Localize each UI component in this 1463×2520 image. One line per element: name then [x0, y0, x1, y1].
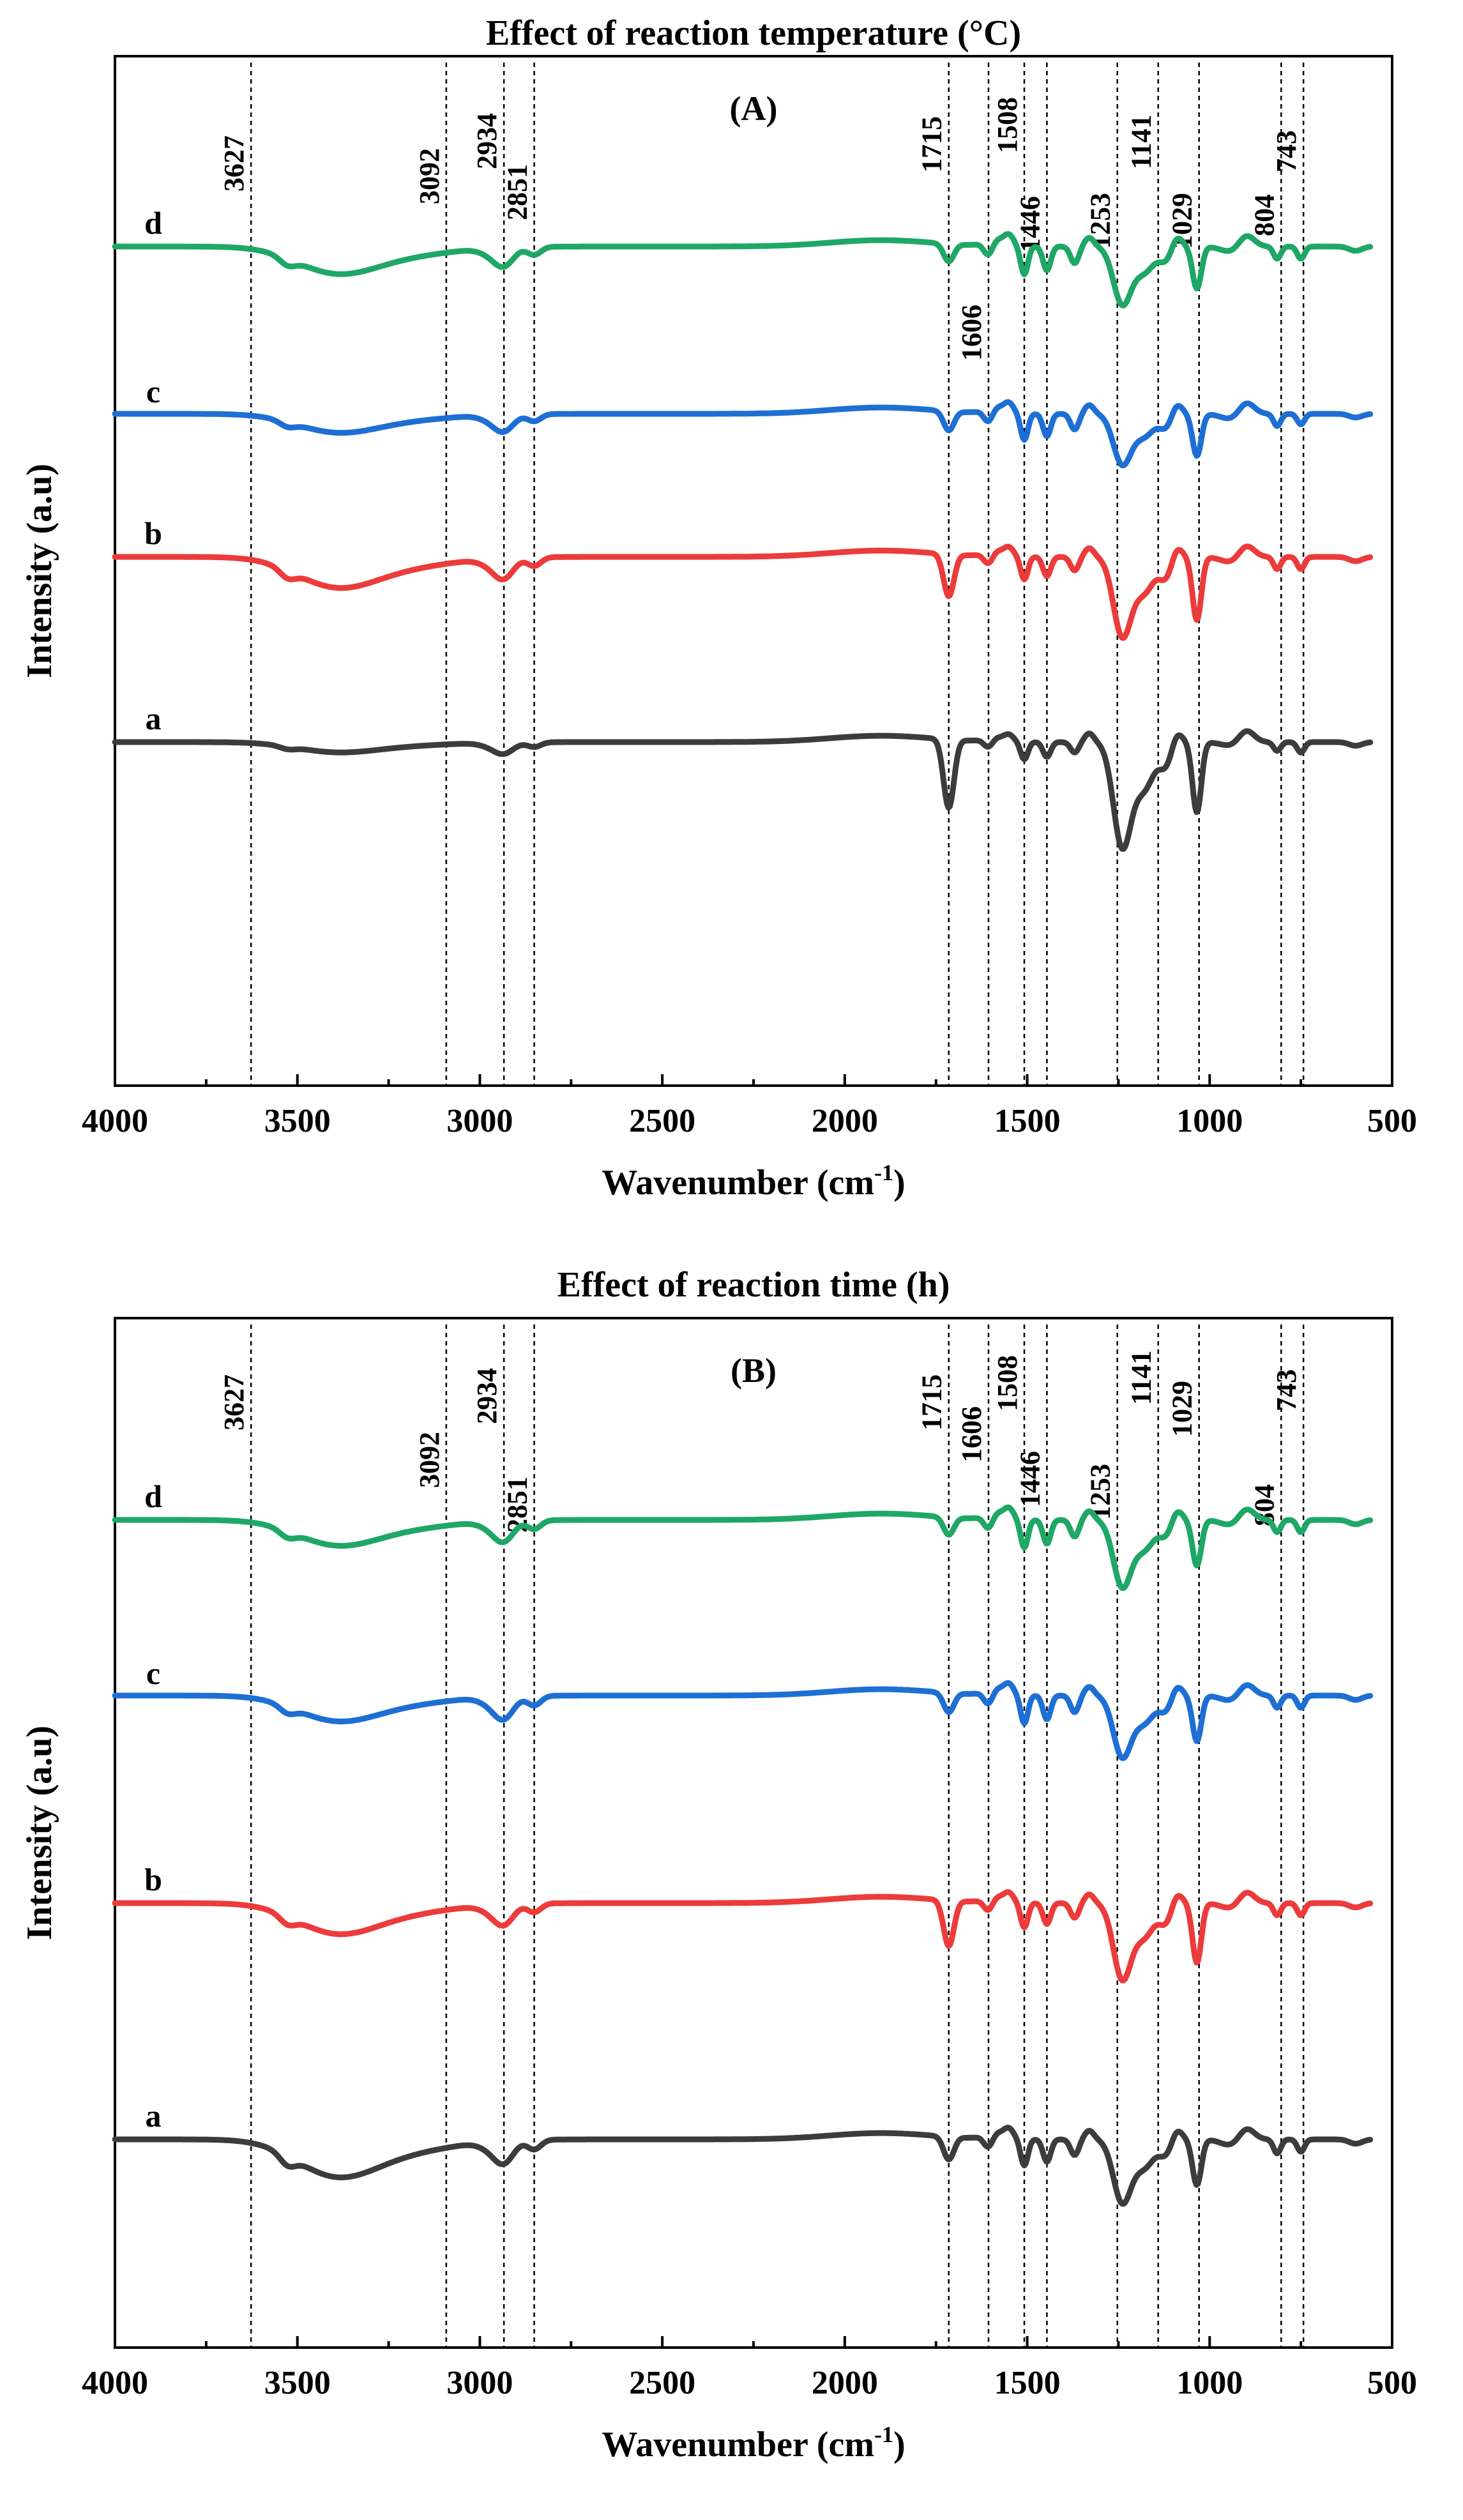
panel-b: Effect of reaction time (h) (B) 4000 3500 30…	[20, 1265, 1417, 2464]
panel-b-peak-label-1715: 1715	[916, 1374, 948, 1431]
panel-b-series-d	[112, 1504, 1374, 1591]
panel-b-peak-label-743: 743	[1271, 1369, 1302, 1411]
panel-b-peak-label-2934: 2934	[471, 1368, 503, 1424]
panel-a-series-a	[112, 728, 1374, 852]
panel-a-label: (A)	[730, 89, 778, 128]
panel-a-x-tick-label: 3000	[446, 1103, 513, 1139]
panel-a-series-label-d: d	[144, 205, 162, 241]
panel-a-series-b	[112, 543, 1374, 641]
panel-a-peak-label-1715: 1715	[916, 116, 948, 172]
panel-b-title: Effect of reaction time (h)	[557, 1265, 950, 1305]
panel-a-peak-label-1446: 1446	[1014, 196, 1045, 252]
panel-a-x-tick-label: 500	[1367, 1103, 1417, 1139]
panel-a-peak-label-804: 804	[1248, 194, 1280, 236]
panel-b-series-label-c: c	[146, 1655, 160, 1691]
panel-b-peak-label-3092: 3092	[414, 1432, 445, 1488]
panel-a-series-c	[112, 399, 1374, 469]
panel-a-series-label-a: a	[146, 701, 162, 736]
panel-a-series-d	[112, 231, 1374, 308]
panel-b-peak-label-1446: 1446	[1014, 1451, 1045, 1507]
panel-b-series-label-a: a	[146, 2098, 162, 2134]
panel-b-label: (B)	[731, 1351, 777, 1390]
panel-b-series-label-b: b	[144, 1862, 162, 1897]
panel-a-x-tick-label: 2000	[812, 1103, 878, 1139]
panel-b-x-tick-label: 1000	[1176, 2365, 1243, 2401]
panel-a-peak-label-3092: 3092	[414, 148, 445, 204]
panel-a-title: Effect of reaction temperature (°C)	[486, 13, 1021, 53]
panel-a-x-axis-title: Wavenumber (cm-1)	[602, 1160, 905, 1203]
panel-a-x-tick-label: 1000	[1176, 1103, 1243, 1139]
panel-b-x-axis-title: Wavenumber (cm-1)	[602, 2422, 905, 2464]
panel-b-x-tick-label: 4000	[82, 2365, 148, 2401]
panel-b-series-label-d: d	[144, 1478, 162, 1514]
panel-b-x-tick-label: 500	[1367, 2365, 1417, 2401]
panel-a-plot-frame	[114, 55, 1393, 1087]
panel-b-series-b	[112, 1889, 1374, 1984]
panel-b-x-tick-label: 3500	[264, 2365, 331, 2401]
panel-b-x-tick-label: 3000	[446, 2365, 513, 2401]
panel-a-peak-label-1141: 1141	[1126, 114, 1157, 169]
panel-b-peak-label-1606: 1606	[956, 1406, 987, 1462]
panel-b-peak-label-2851: 2851	[502, 1476, 533, 1533]
panel-a-peak-label-3627: 3627	[218, 135, 250, 192]
panel-a-series-label-c: c	[146, 374, 160, 409]
panel-a-x-tick-label: 2500	[629, 1103, 695, 1139]
panel-a-y-axis-title: Intensity (a.u)	[20, 464, 59, 678]
panel-b-peak-label-1141: 1141	[1126, 1350, 1157, 1405]
panel-a: Effect of reaction temperature (°C) (A) 40…	[20, 13, 1417, 1203]
panel-a-peak-label-743: 743	[1271, 130, 1302, 172]
panel-a-peak-label-1606: 1606	[956, 305, 987, 361]
panel-b-x-tick-label: 2000	[812, 2365, 878, 2401]
panel-b-y-axis-title: Intensity (a.u)	[20, 1726, 59, 1940]
panel-a-peak-label-2851: 2851	[502, 164, 533, 220]
panel-a-x-tick-label: 3500	[264, 1103, 331, 1139]
panel-a-series-label-b: b	[144, 515, 162, 551]
panel-b-peak-label-3627: 3627	[218, 1374, 250, 1431]
panel-b-series-a	[112, 2125, 1374, 2207]
panel-b-series-c	[112, 1680, 1374, 1761]
panel-a-x-tick-label: 1500	[994, 1103, 1061, 1139]
panel-b-peak-label-1029: 1029	[1167, 1381, 1198, 1437]
panel-a-x-tick-label: 4000	[82, 1103, 148, 1139]
panel-a-peak-label-1508: 1508	[992, 97, 1023, 153]
panel-b-x-tick-label: 2500	[629, 2365, 695, 2401]
panel-b-plot-frame	[114, 1317, 1393, 2349]
panel-a-peak-label-2934: 2934	[471, 113, 503, 169]
panel-b-x-tick-label: 1500	[994, 2365, 1061, 2401]
panel-b-peak-label-1508: 1508	[992, 1355, 1023, 1411]
